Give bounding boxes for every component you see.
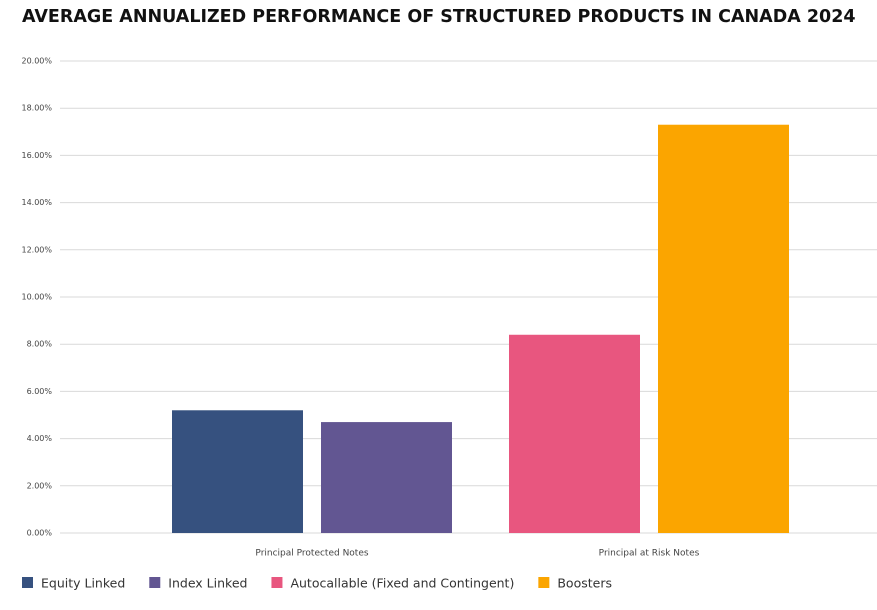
y-tick-label: 10.00% — [21, 293, 52, 302]
y-tick-label: 2.00% — [27, 481, 53, 490]
legend-label: Equity Linked — [41, 576, 125, 591]
y-tick-label: 12.00% — [21, 245, 52, 254]
legend-label: Boosters — [557, 576, 612, 591]
bar — [321, 422, 452, 533]
y-tick-label: 14.00% — [21, 198, 52, 207]
bar — [172, 410, 303, 533]
legend-swatch — [271, 577, 283, 588]
y-tick-label: 16.00% — [21, 151, 52, 160]
x-tick-label: Principal Protected Notes — [255, 549, 368, 559]
y-tick-label: 0.00% — [27, 529, 53, 538]
y-tick-label: 20.00% — [21, 57, 52, 66]
chart-title: AVERAGE ANNUALIZED PERFORMANCE OF STRUCT… — [22, 7, 856, 27]
legend-swatch — [149, 577, 161, 588]
y-tick-label: 4.00% — [27, 434, 53, 443]
x-tick-label: Principal at Risk Notes — [599, 549, 700, 559]
y-tick-label: 8.00% — [27, 340, 53, 349]
y-tick-label: 18.00% — [21, 104, 52, 113]
y-tick-label: 6.00% — [27, 387, 53, 396]
legend-swatch — [538, 577, 550, 588]
legend-label: Index Linked — [168, 576, 247, 591]
bar — [509, 334, 640, 533]
legend-label: Autocallable (Fixed and Contingent) — [290, 576, 514, 591]
legend-swatch — [22, 577, 33, 588]
bar — [658, 124, 789, 533]
